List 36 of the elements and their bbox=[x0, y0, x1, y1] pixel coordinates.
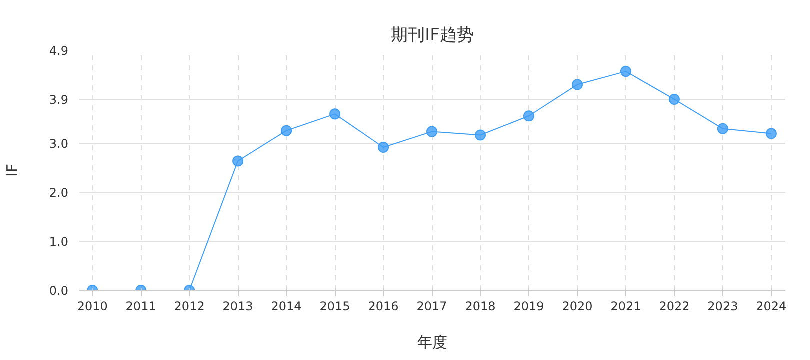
x-tick-label: 2024 bbox=[756, 300, 787, 314]
x-tick-label: 2012 bbox=[174, 300, 205, 314]
x-tick-label: 2017 bbox=[416, 300, 448, 314]
point bbox=[475, 130, 486, 141]
x-tick-label: 2018 bbox=[465, 300, 496, 314]
y-tick-label: 3.9 bbox=[49, 92, 69, 107]
x-tick-label: 2011 bbox=[126, 300, 156, 314]
point bbox=[572, 79, 583, 90]
point bbox=[668, 94, 680, 105]
x-tick-label: 2021 bbox=[610, 300, 642, 314]
point bbox=[378, 142, 390, 153]
point bbox=[330, 108, 341, 120]
x-tick-label: 2015 bbox=[320, 300, 350, 314]
x-tick-label: 2014 bbox=[271, 300, 302, 314]
x-tick-label: 2019 bbox=[514, 300, 544, 314]
point bbox=[620, 66, 632, 78]
chart-title: 期刊IF趋势 bbox=[391, 26, 474, 46]
point bbox=[766, 128, 777, 140]
point bbox=[523, 110, 534, 122]
x-tick-label: 2016 bbox=[368, 300, 399, 314]
point bbox=[232, 156, 244, 167]
point bbox=[717, 123, 728, 134]
x-tick-label: 2010 bbox=[77, 300, 108, 314]
x-tick-label: 2020 bbox=[562, 300, 593, 314]
point bbox=[426, 126, 438, 138]
y-axis-title: IF bbox=[3, 164, 22, 178]
y-tick-label: 3.0 bbox=[49, 137, 69, 152]
y-tick-label: 2.0 bbox=[49, 186, 69, 200]
x-tick-label: 2023 bbox=[708, 300, 738, 314]
y-tick-label: 0.0 bbox=[49, 284, 69, 298]
y-tick-label: 4.9 bbox=[49, 44, 69, 58]
x-tick-label: 2013 bbox=[222, 300, 254, 314]
x-axis-title: 年度 bbox=[418, 334, 448, 352]
x-tick-label: 2022 bbox=[659, 300, 690, 314]
point bbox=[281, 125, 292, 136]
y-tick-label: 1.0 bbox=[49, 235, 69, 250]
